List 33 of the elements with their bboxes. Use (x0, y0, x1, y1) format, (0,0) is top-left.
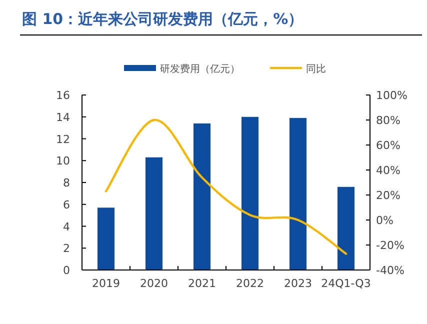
y-tick-label: 6 (63, 198, 70, 212)
x-tick-label: 24Q1-Q3 (321, 277, 371, 290)
bar (146, 157, 162, 270)
y-tick-label: 12 (56, 132, 70, 146)
y2-tick-label: -20% (376, 239, 404, 252)
x-tick-label: 2019 (92, 277, 120, 290)
y2-tick-label: 60% (376, 139, 400, 152)
y-tick-label: 2 (63, 242, 70, 256)
y2-tick-label: 80% (376, 114, 400, 127)
y-tick-label: 10 (56, 154, 70, 168)
title: 图 10：近年来公司研发费用（亿元，%） (22, 10, 304, 28)
y-tick-label: 0 (63, 264, 70, 277)
bar (242, 116, 258, 270)
x-tick-label: 2023 (284, 277, 312, 290)
y2-tick-label: 40% (376, 164, 400, 177)
y2-tick-label: -40% (376, 264, 404, 277)
y-tick-label: 14 (56, 110, 70, 124)
bar (98, 208, 114, 270)
bar (338, 186, 354, 270)
bar (194, 123, 210, 270)
line-series (104, 118, 348, 255)
y-tick-label: 16 (56, 89, 70, 102)
y2-tick-label: 20% (376, 189, 400, 202)
x-tick-label: 2022 (236, 277, 264, 290)
legend-label: 同比 (306, 63, 326, 75)
y-tick-label: 4 (63, 220, 70, 234)
y-tick-label: 8 (63, 176, 70, 190)
y2-tick-label: 0% (376, 214, 394, 227)
x-tick-label: 2021 (188, 277, 216, 290)
bar (290, 118, 306, 270)
legend-label: 研发费用（亿元） (160, 63, 240, 75)
y2-tick-label: 100% (376, 89, 408, 102)
x-tick-label: 2020 (140, 277, 168, 290)
